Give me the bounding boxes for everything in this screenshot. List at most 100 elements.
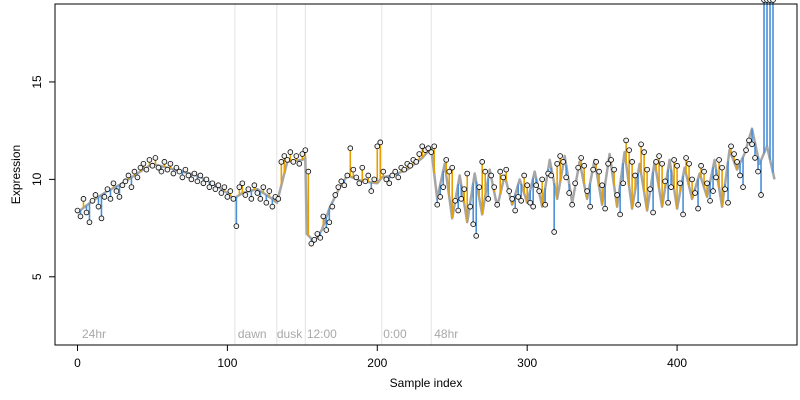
data-point-138 — [488, 172, 495, 179]
data-point-143 — [503, 166, 509, 173]
data-point-115 — [419, 143, 426, 150]
data-point-113 — [413, 159, 420, 165]
data-point-196 — [662, 178, 668, 185]
data-point-228 — [758, 192, 764, 198]
data-point-85 — [329, 203, 336, 210]
data-point-152 — [530, 203, 536, 210]
data-point-14 — [116, 194, 123, 200]
data-point-111 — [407, 162, 414, 169]
data-point-214 — [716, 157, 722, 163]
phase-label-0: 24hr — [82, 327, 106, 341]
data-point-32 — [170, 170, 177, 177]
data-points — [74, 0, 776, 247]
x-tick-label-3: 300 — [517, 356, 537, 370]
data-point-7 — [95, 203, 102, 210]
data-point-46 — [212, 186, 219, 192]
phase-label-1: dawn — [238, 327, 267, 341]
data-point-159 — [551, 229, 557, 235]
data-point-0 — [74, 207, 81, 214]
data-point-223 — [743, 147, 749, 153]
data-point-33 — [173, 164, 180, 171]
data-point-95 — [359, 164, 366, 171]
data-point-56 — [242, 192, 249, 198]
data-point-29 — [161, 159, 168, 165]
data-point-175 — [599, 182, 605, 189]
data-point-8 — [98, 215, 105, 222]
data-point-114 — [416, 151, 423, 157]
data-point-117 — [425, 145, 432, 151]
data-point-148 — [518, 198, 524, 204]
data-point-52 — [230, 196, 237, 202]
data-point-132 — [470, 221, 477, 227]
data-point-89 — [341, 182, 348, 189]
data-point-149 — [521, 172, 527, 179]
data-point-171 — [587, 203, 593, 210]
data-point-187 — [635, 201, 641, 208]
data-point-174 — [596, 168, 602, 175]
data-point-185 — [629, 159, 635, 165]
data-point-150 — [524, 182, 530, 189]
data-point-162 — [560, 159, 566, 165]
data-point-81 — [317, 235, 324, 241]
data-point-179 — [611, 166, 617, 173]
data-point-37 — [185, 172, 192, 179]
data-point-28 — [158, 168, 165, 175]
data-point-79 — [311, 236, 318, 243]
data-point-2 — [80, 196, 87, 202]
data-point-102 — [380, 168, 387, 175]
data-point-57 — [245, 186, 252, 192]
data-point-59 — [251, 182, 258, 189]
data-point-147 — [515, 194, 521, 200]
data-point-11 — [107, 196, 114, 202]
x-axis-title: Sample index — [390, 376, 463, 390]
data-point-94 — [356, 180, 363, 187]
data-point-86 — [332, 192, 339, 198]
data-point-129 — [461, 186, 468, 192]
data-point-192 — [650, 209, 656, 216]
data-point-155 — [539, 176, 545, 183]
data-point-68 — [278, 159, 285, 165]
data-point-194 — [656, 153, 662, 159]
data-point-188 — [638, 141, 644, 148]
data-point-165 — [569, 201, 575, 208]
data-point-178 — [608, 157, 614, 163]
data-point-151 — [527, 199, 533, 206]
data-point-120 — [434, 201, 441, 208]
data-point-169 — [581, 162, 587, 169]
data-point-62 — [260, 184, 267, 190]
data-point-205 — [689, 176, 695, 183]
data-point-204 — [686, 160, 692, 167]
data-point-54 — [236, 184, 243, 190]
data-point-106 — [392, 168, 399, 175]
data-point-145 — [509, 196, 515, 202]
data-point-189 — [641, 149, 647, 155]
data-point-45 — [209, 180, 216, 187]
data-point-31 — [167, 160, 174, 167]
data-point-87 — [335, 184, 342, 190]
data-point-65 — [269, 203, 276, 210]
data-point-128 — [458, 196, 465, 202]
data-point-122 — [440, 184, 447, 190]
data-point-53 — [233, 223, 240, 229]
data-point-4 — [86, 219, 93, 226]
data-point-218 — [728, 143, 734, 150]
data-point-47 — [215, 182, 222, 189]
data-point-133 — [473, 233, 480, 239]
data-point-50 — [224, 194, 231, 200]
data-point-88 — [338, 178, 345, 185]
data-point-21 — [137, 164, 144, 171]
y-axis-title: Expression — [9, 145, 23, 204]
data-point-61 — [257, 196, 264, 202]
data-point-216 — [722, 186, 728, 192]
data-point-72 — [290, 159, 297, 165]
phase-label-4: 0:00 — [383, 327, 407, 341]
residual-segments — [76, 0, 774, 244]
data-point-160 — [554, 160, 560, 167]
data-point-201 — [677, 180, 683, 187]
data-point-170 — [584, 188, 590, 194]
data-point-144 — [506, 188, 512, 194]
data-point-154 — [536, 188, 542, 194]
x-tick-label-4: 400 — [667, 356, 687, 370]
data-point-190 — [644, 166, 650, 173]
data-point-12 — [110, 180, 117, 187]
